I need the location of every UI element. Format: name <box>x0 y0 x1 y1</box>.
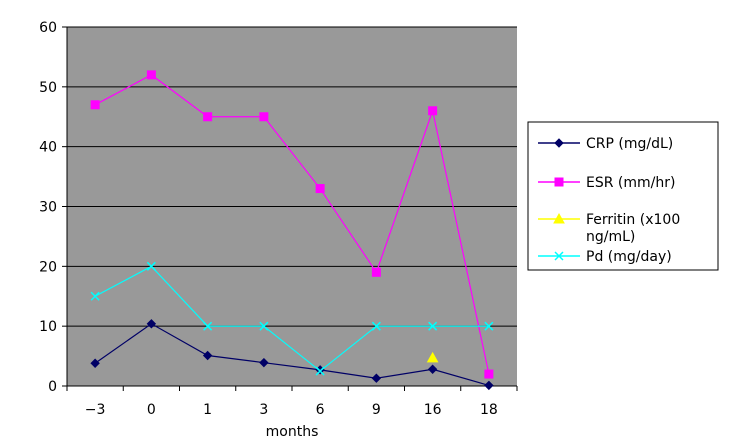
data-point-esr <box>146 70 156 80</box>
legend: CRP (mg/dL) ESR (mm/hr) Ferritin (x100 ng/m… <box>527 121 719 271</box>
legend-item-crp: CRP (mg/dL) <box>538 136 673 152</box>
legend-swatch-marker <box>553 212 565 224</box>
data-point-esr <box>259 112 269 122</box>
legend-label: CRP (mg/dL) <box>586 136 673 152</box>
data-point-crp <box>427 364 438 374</box>
data-point-esr <box>428 106 438 116</box>
x-tick-label: 0 <box>147 402 156 418</box>
series-group <box>90 70 494 391</box>
x-tick-label: 18 <box>480 402 498 418</box>
x-axis-title: months <box>266 424 319 440</box>
y-tick-label: 0 <box>48 379 57 395</box>
legend-label: Pd (mg/day) <box>586 249 672 265</box>
x-tick-label: 6 <box>316 402 325 418</box>
y-axis-ticks: 0 10 20 30 40 50 60 <box>39 20 67 395</box>
x-tick-label: 3 <box>259 402 268 418</box>
y-tick-label: 60 <box>39 20 57 36</box>
data-point-crp <box>202 350 213 361</box>
data-point-pd <box>203 321 213 331</box>
data-point-esr <box>484 369 494 379</box>
data-point-pd <box>428 321 438 331</box>
series-ferritin <box>426 351 439 363</box>
data-point-crp <box>259 357 269 368</box>
x-axis-ticks: −3 0 1 3 6 9 16 18 <box>66 386 518 418</box>
data-point-crp <box>484 380 494 391</box>
series-crp <box>90 319 494 391</box>
data-point-pd <box>484 321 494 331</box>
legend-label: Ferritin (x100 ng/mL) <box>586 212 680 245</box>
gridlines <box>67 26 517 327</box>
y-tick-label: 20 <box>39 259 57 275</box>
data-point-esr <box>90 100 100 110</box>
legend-label: ESR (mm/hr) <box>586 175 675 191</box>
data-point-ferritin <box>426 351 439 363</box>
series-line-crp <box>94 323 490 386</box>
y-tick-label: 30 <box>39 200 57 216</box>
series-line-esr <box>94 74 490 375</box>
data-point-pd <box>90 291 100 301</box>
legend-swatch-marker <box>554 177 564 187</box>
legend-item-pd: Pd (mg/day) <box>538 249 672 265</box>
series-line-pd <box>94 265 489 372</box>
series-pd <box>90 261 494 376</box>
data-point-crp <box>90 358 100 368</box>
data-point-pd <box>259 321 269 331</box>
data-point-esr <box>203 112 213 122</box>
x-tick-label: −3 <box>85 402 106 418</box>
legend-swatch-marker <box>554 251 564 261</box>
x-tick-label: 16 <box>424 402 442 418</box>
data-point-crp <box>146 319 157 329</box>
data-point-pd <box>371 321 381 331</box>
legend-item-esr: ESR (mm/hr) <box>538 175 675 191</box>
legend-item-ferritin: Ferritin (x100 ng/mL) <box>538 212 680 245</box>
y-tick-label: 40 <box>39 140 57 156</box>
data-point-pd <box>315 366 325 376</box>
data-point-esr <box>371 267 381 277</box>
legend-swatch-marker <box>554 138 564 148</box>
y-tick-label: 10 <box>39 319 57 335</box>
data-point-pd <box>146 261 156 271</box>
x-tick-label: 1 <box>203 402 212 418</box>
y-tick-label: 50 <box>39 80 57 96</box>
data-point-crp <box>371 373 382 383</box>
series-esr <box>90 70 494 379</box>
x-tick-label: 9 <box>372 402 381 418</box>
data-point-esr <box>315 184 325 194</box>
